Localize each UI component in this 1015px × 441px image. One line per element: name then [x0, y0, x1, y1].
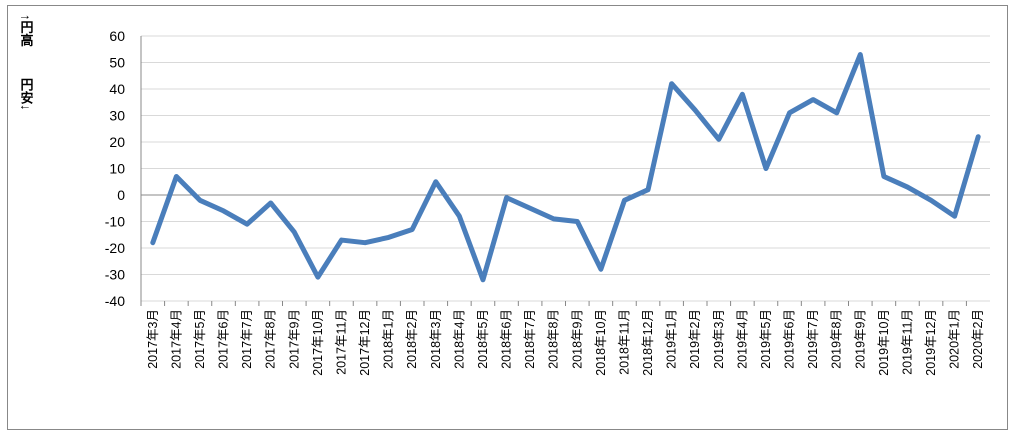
y-tick-label: 50 — [109, 55, 125, 71]
x-tick-label: 2018年2月 — [405, 309, 419, 369]
x-tick-label: 2017年8月 — [264, 309, 278, 369]
x-tick-label: 2019年8月 — [830, 309, 844, 369]
x-tick-label: 2017年10月 — [311, 309, 325, 376]
x-tick-label: 2018年3月 — [429, 309, 443, 369]
frame — [7, 5, 1008, 430]
y-tick-label: -10 — [105, 214, 125, 230]
y-tick-label: 10 — [109, 161, 125, 177]
x-tick-label: 2018年1月 — [382, 309, 396, 369]
x-tick-label: 2019年10月 — [877, 309, 891, 376]
x-tick-label: 2018年4月 — [452, 309, 466, 369]
x-tick-label: 2018年12月 — [641, 309, 655, 376]
y-tick-label: -40 — [105, 293, 125, 309]
y-tick-label: 0 — [117, 187, 125, 203]
x-tick-label: 2018年8月 — [547, 309, 561, 369]
y-label-top: ↑円高 — [19, 14, 34, 48]
x-tick-label: 2018年7月 — [523, 309, 537, 369]
data-line — [150, 52, 981, 283]
y-tick-label: -20 — [105, 240, 125, 256]
y-tick-label: -30 — [105, 267, 125, 283]
x-tick-label: 2017年11月 — [334, 309, 348, 375]
x-tick-label: 2018年6月 — [500, 309, 514, 369]
x-tick-label: 2019年3月 — [712, 309, 726, 369]
x-tick-label: 2017年6月 — [217, 309, 231, 369]
x-tick-label: 2017年3月 — [146, 309, 160, 369]
x-tick-label: 2019年5月 — [759, 309, 773, 369]
x-tick-label: 2019年1月 — [665, 309, 679, 369]
x-tick-label: 2019年2月 — [688, 309, 702, 369]
x-tick-label: 2017年9月 — [287, 309, 301, 369]
y-tick-label: 40 — [109, 81, 125, 97]
x-tick-label: 2019年11月 — [900, 309, 914, 375]
x-tick-label: 2019年7月 — [806, 309, 820, 369]
x-tick-label: 2019年6月 — [783, 309, 797, 369]
y-label-bottom: 円安↓ — [19, 78, 34, 111]
x-tick-label: 2018年11月 — [617, 309, 631, 375]
x-tick-label: 2020年1月 — [948, 309, 962, 369]
y-tick-label: 20 — [109, 134, 125, 150]
x-tick-label: 2018年5月 — [476, 309, 490, 369]
y-tick-label: 60 — [109, 28, 125, 44]
x-tick-label: 2020年2月 — [971, 309, 985, 369]
x-tick-label: 2019年9月 — [853, 309, 867, 369]
y-tick-label: 30 — [109, 108, 125, 124]
x-tick-label: 2017年12月 — [358, 309, 372, 376]
x-tick-label: 2017年7月 — [240, 309, 254, 369]
x-tick-label: 2019年4月 — [735, 309, 749, 369]
x-tick-label: 2019年12月 — [924, 309, 938, 376]
x-tick-label: 2017年5月 — [193, 309, 207, 369]
x-tick-label: 2018年10月 — [594, 309, 608, 376]
x-tick-label: 2018年9月 — [570, 309, 584, 369]
x-tick-label: 2017年4月 — [169, 309, 183, 369]
